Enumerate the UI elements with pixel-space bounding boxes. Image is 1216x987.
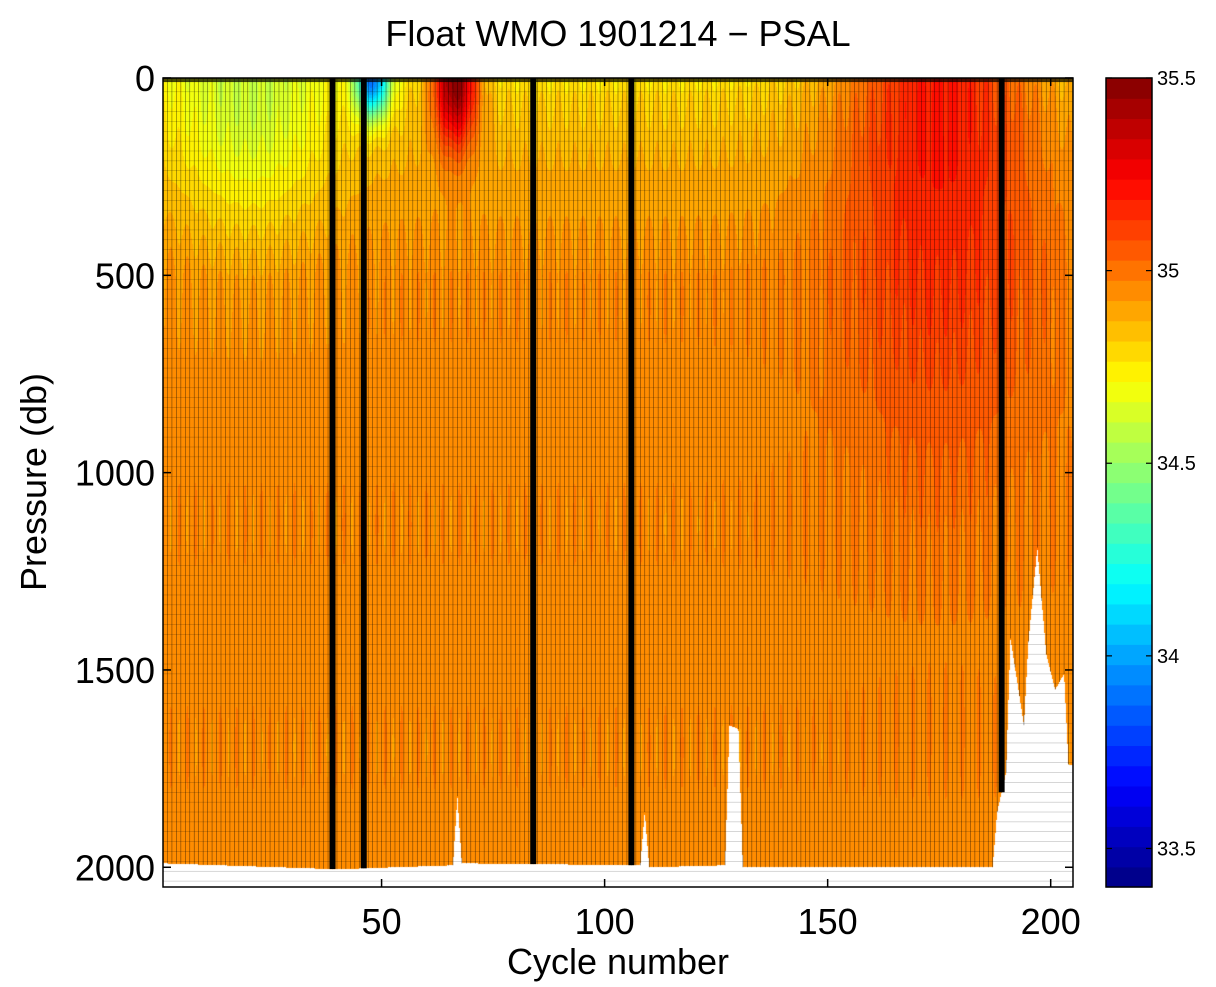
y-tick-label: 1500 — [75, 650, 155, 691]
y-tick-label: 2000 — [75, 847, 155, 888]
depth-grid-lines — [163, 78, 1073, 882]
profile-column-lines — [163, 78, 1073, 870]
colorbar-band — [1106, 361, 1152, 382]
colorbar-color-bands — [1106, 78, 1152, 888]
chart-title: Float WMO 1901214 − PSAL — [385, 13, 850, 54]
y-tick-label: 0 — [135, 58, 155, 99]
plot-frame — [162, 77, 1074, 888]
colorbar-tick-label: 35.5 — [1157, 68, 1196, 90]
colorbar-band — [1106, 158, 1152, 180]
colorbar-band — [1106, 522, 1152, 544]
colorbar-band — [1106, 745, 1152, 767]
colorbar-band — [1106, 320, 1152, 342]
colorbar-band — [1106, 98, 1152, 120]
colorbar-band — [1106, 138, 1152, 160]
dark-gap-column — [360, 78, 367, 869]
y-tick-label: 500 — [95, 255, 155, 296]
colorbar-band — [1106, 664, 1152, 686]
x-tick-label: 50 — [362, 901, 402, 942]
colorbar-band — [1106, 381, 1152, 403]
x-tick-label: 200 — [1021, 901, 1081, 942]
colorbar-band — [1106, 219, 1152, 241]
colorbar-band — [1106, 765, 1152, 787]
colorbar-band — [1106, 725, 1152, 747]
colorbar-band — [1106, 340, 1152, 362]
colorbar-ticks: 33.5 34 34.5 35 35.5 — [1106, 68, 1196, 860]
colorbar-band — [1106, 199, 1152, 221]
dark-gap-column — [628, 78, 635, 866]
colorbar-band — [1106, 300, 1152, 322]
dark-gap-columns — [329, 78, 1005, 870]
y-tick-label: 1000 — [75, 453, 155, 494]
colorbar-band — [1106, 866, 1152, 888]
colorbar-band — [1106, 421, 1152, 443]
colorbar-band — [1106, 563, 1152, 585]
colorbar-band — [1106, 785, 1152, 807]
colorbar-band — [1106, 583, 1152, 605]
colorbar-tick-label: 35 — [1157, 261, 1179, 283]
dark-gap-column — [329, 78, 336, 870]
colorbar-band — [1106, 684, 1152, 706]
colorbar-band — [1106, 502, 1152, 524]
surface-dense-band — [163, 78, 1073, 82]
colorbar-tick-label: 34.5 — [1157, 453, 1196, 475]
colorbar-band — [1106, 401, 1152, 423]
colorbar-band — [1106, 644, 1152, 666]
x-tick-label: 150 — [798, 901, 858, 942]
colorbar-band — [1106, 78, 1152, 99]
dark-gap-column — [530, 78, 537, 865]
colorbar-band — [1106, 806, 1152, 827]
colorbar-band — [1106, 543, 1152, 564]
x-axis-label: Cycle number — [507, 941, 729, 982]
colorbar-tick-label: 34 — [1157, 646, 1179, 668]
colorbar-band — [1106, 482, 1152, 504]
colorbar-band — [1106, 462, 1152, 484]
colorbar-band — [1106, 826, 1152, 848]
colorbar-frame — [1105, 77, 1153, 888]
y-axis-ticks: 0 500 1000 1500 2000 — [75, 58, 1073, 888]
colorbar-band — [1106, 624, 1152, 645]
x-tick-label: 100 — [575, 901, 635, 942]
colorbar-band — [1106, 179, 1152, 200]
colorbar-band — [1106, 442, 1152, 463]
colorbar-band — [1106, 118, 1152, 140]
colorbar-band — [1106, 239, 1152, 261]
colorbar-tick-label: 33.5 — [1157, 838, 1196, 860]
colorbar-band — [1106, 280, 1152, 302]
x-axis-ticks: 50 100 150 200 — [362, 78, 1081, 942]
dark-gap-column — [998, 78, 1005, 793]
colorbar-band — [1106, 846, 1152, 868]
colorbar: 33.5 34 34.5 35 35.5 — [1105, 68, 1196, 888]
plot-area — [163, 78, 1073, 887]
y-axis-label: Pressure (db) — [13, 373, 54, 591]
colorbar-band — [1106, 260, 1152, 281]
colorbar-band — [1106, 603, 1152, 625]
colorbar-band — [1106, 704, 1152, 726]
